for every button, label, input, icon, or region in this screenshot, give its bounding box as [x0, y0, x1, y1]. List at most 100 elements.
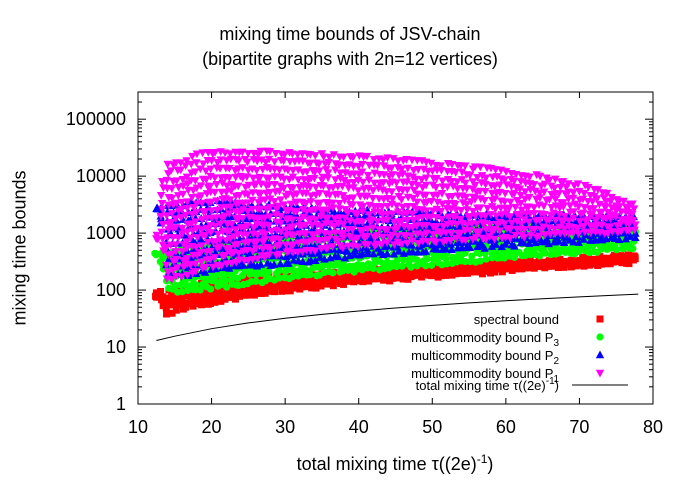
data-point: [261, 230, 270, 239]
data-point: [210, 189, 220, 197]
data-point: [476, 204, 485, 213]
data-point: [462, 229, 472, 238]
data-point: [572, 262, 580, 270]
data-point: [456, 229, 465, 238]
data-point: [265, 203, 275, 212]
data-point: [172, 306, 180, 314]
data-point: [397, 165, 406, 174]
data-point: [465, 213, 475, 222]
data-point: [573, 180, 583, 189]
data-point: [167, 250, 177, 259]
data-point: [476, 237, 485, 246]
data-point: [217, 297, 225, 305]
chart-title: mixing time bounds of JSV-chain: [219, 24, 481, 44]
data-point: [244, 238, 253, 247]
data-point: [363, 245, 372, 254]
data-point: [315, 253, 325, 261]
data-point: [261, 289, 269, 297]
data-point: [158, 235, 167, 244]
data-point: [324, 159, 333, 167]
data-point: [625, 227, 634, 236]
data-point: [563, 233, 573, 241]
data-point: [307, 278, 315, 286]
data-point: [421, 191, 431, 200]
data-point: [586, 229, 595, 238]
data-point: [231, 295, 239, 303]
data-point: [340, 214, 350, 223]
x-tick-label: 70: [569, 417, 589, 437]
data-point: [264, 215, 274, 224]
data-point: [310, 174, 319, 183]
data-point: [162, 294, 170, 302]
data-point: [164, 226, 173, 234]
data-point: [466, 258, 474, 266]
data-point: [323, 169, 333, 178]
data-point: [152, 235, 161, 243]
data-point: [187, 253, 196, 262]
data-point: [253, 255, 262, 264]
data-point: [281, 287, 289, 295]
data-point: [235, 191, 244, 200]
y-tick-label: 1000: [86, 223, 126, 243]
data-point: [546, 230, 555, 239]
data-point: [285, 279, 293, 287]
legend-label: multicommodity bound P3: [411, 330, 559, 349]
data-point: [357, 168, 367, 177]
data-point: [167, 276, 177, 284]
data-point: [183, 198, 192, 207]
data-point: [364, 184, 373, 193]
data-point: [265, 251, 274, 260]
data-point: [535, 257, 543, 265]
data-point: [280, 283, 288, 291]
data-point: [324, 272, 332, 280]
data-point: [225, 196, 235, 205]
data-point: [162, 261, 171, 270]
data-point: [348, 194, 358, 203]
y-tick-label: 100000: [66, 109, 126, 129]
data-point: [328, 204, 338, 213]
data-point: [617, 252, 625, 260]
data-point: [244, 291, 252, 299]
data-point: [461, 236, 470, 245]
data-point: [443, 264, 451, 272]
data-point: [248, 206, 257, 214]
data-point: [203, 238, 213, 247]
data-point: [331, 166, 340, 175]
data-point: [346, 275, 354, 283]
data-point: [293, 242, 303, 251]
data-point: [481, 212, 490, 221]
data-point: [177, 273, 186, 282]
data-point: [225, 210, 234, 219]
data-point: [340, 253, 350, 262]
data-point: [358, 227, 367, 235]
data-point: [452, 263, 460, 271]
data-point: [192, 159, 201, 167]
data-point: [225, 174, 234, 183]
data-point: [311, 216, 321, 224]
legend-label: multicommodity bound P1: [411, 366, 559, 385]
data-point: [206, 182, 215, 191]
data-point: [373, 162, 382, 170]
data-point: [201, 232, 210, 240]
data-point: [253, 288, 261, 296]
data-point: [231, 289, 239, 297]
data-point: [156, 191, 166, 200]
data-point: [550, 184, 559, 193]
data-point: [437, 189, 447, 198]
legend-marker: [595, 350, 605, 359]
data-point: [279, 157, 288, 166]
data-point: [399, 275, 407, 283]
data-point: [569, 214, 578, 223]
data-point: [539, 202, 549, 211]
data-point: [315, 199, 325, 208]
data-point: [447, 192, 457, 201]
data-point: [197, 242, 207, 251]
legend-label-part: -1: [546, 376, 555, 387]
data-point: [461, 179, 470, 188]
data-point: [298, 257, 308, 266]
data-point: [472, 220, 481, 229]
data-point: [174, 184, 183, 192]
data-point: [177, 205, 187, 214]
data-point: [207, 198, 216, 207]
